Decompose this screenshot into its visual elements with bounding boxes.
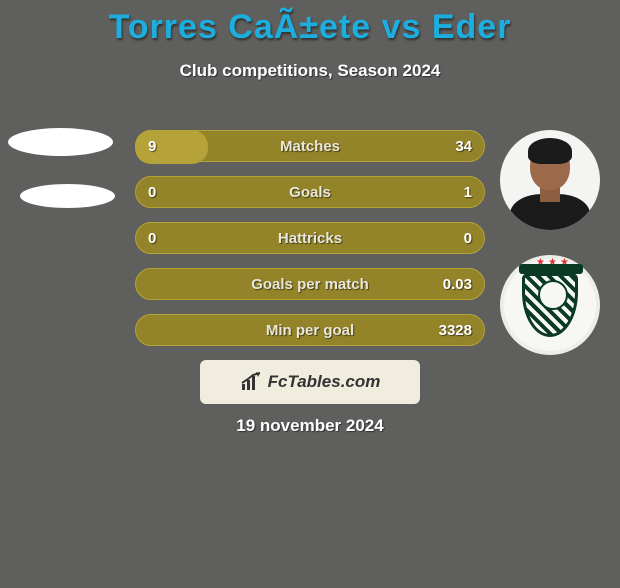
left-player-avatar-placeholder: [8, 128, 113, 156]
stat-label: Goals: [289, 184, 331, 201]
comparison-subtitle: Club competitions, Season 2024: [0, 61, 620, 81]
stat-label: Hattricks: [278, 230, 342, 247]
right-player-club-badge: ★ ★ ★: [500, 255, 600, 355]
branding-box: FcTables.com: [200, 360, 420, 404]
left-player-column: [8, 128, 118, 208]
chart-icon: [240, 372, 262, 392]
stat-label: Min per goal: [266, 322, 354, 339]
stat-row: 9 Matches 34: [135, 130, 485, 162]
stat-right-value: 0.03: [443, 276, 472, 293]
stat-right-value: 3328: [439, 322, 472, 339]
snapshot-date: 19 november 2024: [0, 416, 620, 436]
stat-row: Min per goal 3328: [135, 314, 485, 346]
stat-label: Goals per match: [251, 276, 369, 293]
brand-label: FcTables.com: [268, 372, 381, 392]
left-player-badge-placeholder: [20, 184, 115, 208]
stat-rows-container: 9 Matches 34 0 Goals 1 0 Hattricks 0 Goals per ma…: [135, 130, 485, 360]
stat-left-value: 9: [148, 138, 156, 155]
right-player-column: ★ ★ ★: [500, 130, 610, 355]
stat-row: Goals per match 0.03: [135, 268, 485, 300]
stat-left-value: 0: [148, 184, 156, 201]
brand-text: FcTables.com: [268, 372, 381, 391]
comparison-title: Torres CaÃ±ete vs Eder: [0, 8, 620, 47]
stat-right-value: 1: [464, 184, 472, 201]
stat-row: 0 Hattricks 0: [135, 222, 485, 254]
stat-right-value: 0: [464, 230, 472, 247]
right-player-avatar: [500, 130, 600, 230]
stat-left-value: 0: [148, 230, 156, 247]
stat-label: Matches: [280, 138, 340, 155]
stat-row: 0 Goals 1: [135, 176, 485, 208]
stat-right-value: 34: [455, 138, 472, 155]
